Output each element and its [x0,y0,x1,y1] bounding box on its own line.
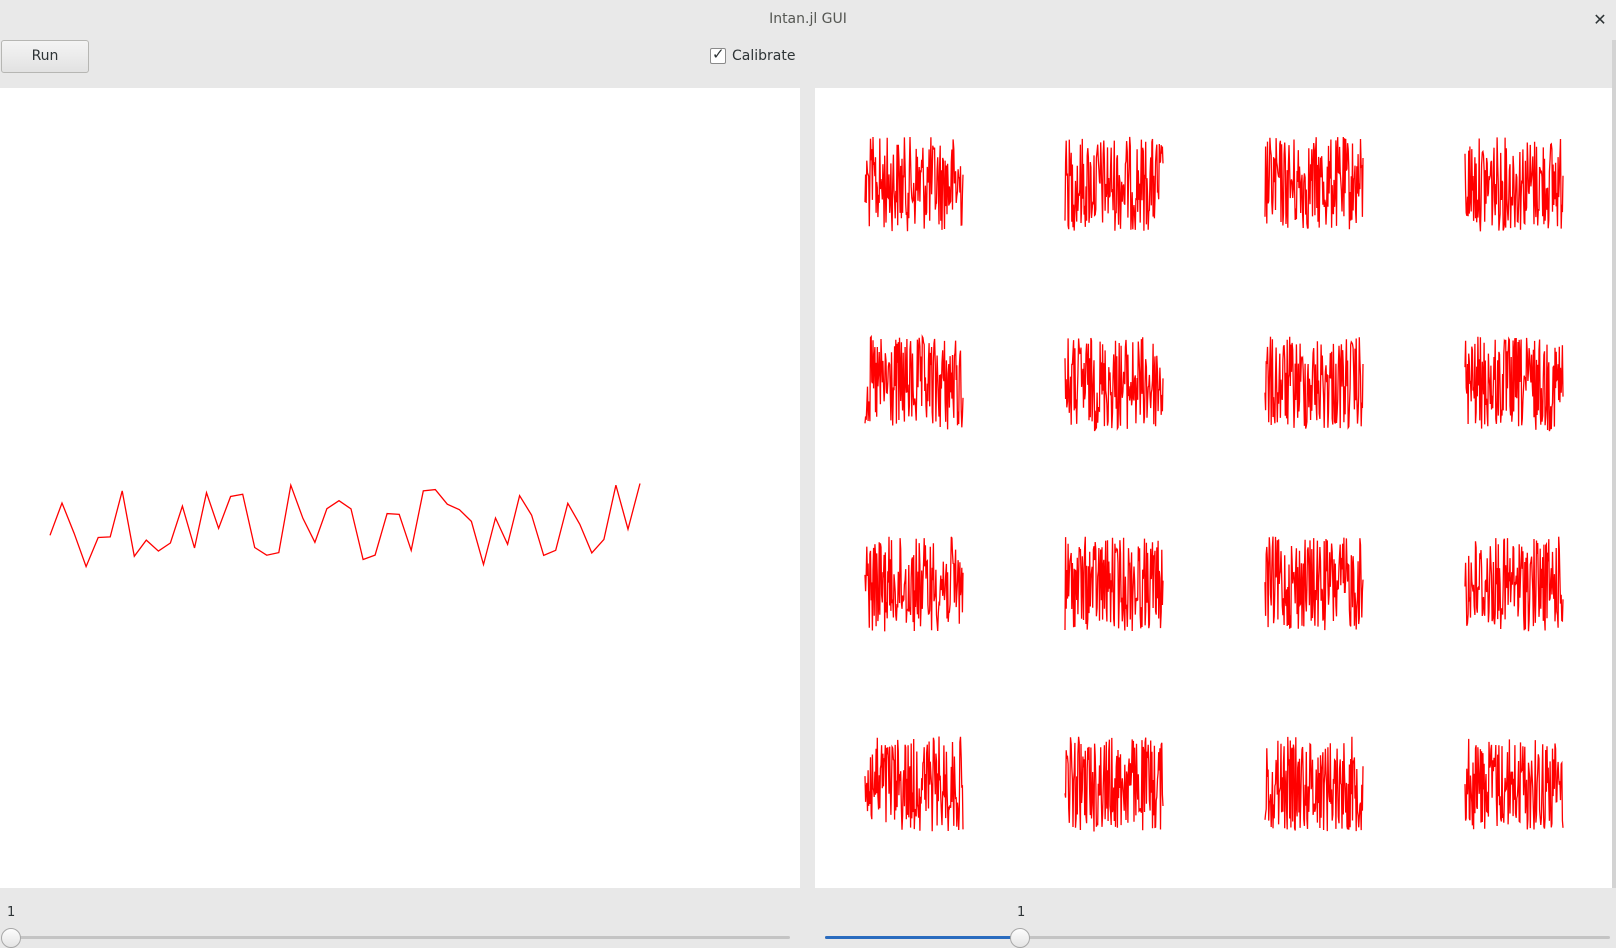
channel-trace [1264,136,1364,230]
channel-trace [864,136,964,232]
channel-trace [1064,337,1164,432]
right-slider-knob[interactable] [1010,928,1030,948]
channel-trace [1064,736,1164,832]
right-slider-value: 1 [1017,905,1026,920]
title-bar: Intan.jl GUI ✕ [0,0,1616,41]
checkbox-box[interactable]: ✓ [710,45,726,64]
single-channel-trace [49,482,641,569]
window-edge [1612,40,1616,890]
channel-trace [1464,536,1564,632]
single-channel-canvas[interactable] [0,88,800,888]
single-channel-plot [49,482,641,569]
channel-trace [1264,336,1364,430]
toolbar: Run ✓ Calibrate [0,40,1616,88]
checkmark-icon: ✓ [712,45,725,63]
channel-trace [864,536,964,632]
right-slider[interactable]: 1 [815,888,1616,948]
window-title: Intan.jl GUI [769,11,847,27]
channel-trace [1064,536,1164,632]
channel-trace [1464,137,1564,232]
calibrate-checkbox[interactable]: ✓ Calibrate [710,45,796,66]
channel-trace [1464,738,1564,830]
channel-grid-plot [864,136,1564,832]
left-slider-trough[interactable] [8,936,790,939]
run-button[interactable]: Run [1,40,89,73]
channel-trace [864,736,964,832]
right-slider-fill [825,936,1021,939]
close-icon[interactable]: ✕ [1593,10,1607,29]
channel-trace [1264,736,1364,832]
channel-trace [864,334,964,430]
channel-grid-canvas[interactable] [815,88,1616,888]
channel-trace [1064,136,1164,231]
left-slider-knob[interactable] [1,928,21,948]
left-slider-value: 1 [7,905,16,920]
channel-trace [1464,336,1564,432]
calibrate-label: Calibrate [732,48,796,64]
left-slider[interactable]: 1 [0,888,800,948]
right-slider-trough[interactable] [825,936,1610,939]
channel-trace [1264,536,1364,631]
